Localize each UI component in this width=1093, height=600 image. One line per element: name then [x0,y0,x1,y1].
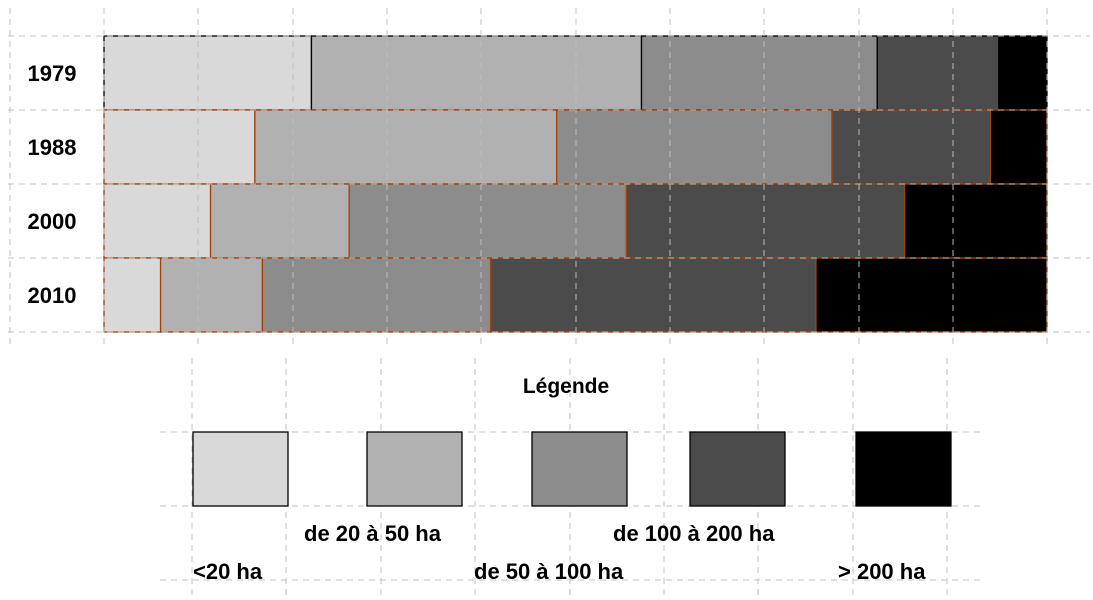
legend-swatch-1 [192,431,289,507]
bar-2010-seg-2 [159,257,264,333]
bar-1979-seg-4 [876,35,1000,111]
bar-2010-seg-5 [815,257,1048,333]
bar-2000-seg-1 [103,183,212,259]
year-label-2000: 2000 [28,209,77,234]
bar-2010-seg-4 [489,257,817,333]
bar-2000-seg-2 [209,183,350,259]
legend-label-3: de 50 à 100 ha [474,559,624,584]
legend-swatch-4 [689,431,786,507]
bar-1979-seg-2 [310,35,643,111]
bar-2010-seg-3 [261,257,492,333]
legend-title: Légende [523,375,609,398]
bar-1988-seg-4 [831,109,992,185]
legend-label-2: de 20 à 50 ha [304,521,442,546]
bar-1988-seg-2 [254,109,558,185]
bar-1979-seg-5 [998,35,1048,111]
legend-swatch-2 [366,431,463,507]
bar-1979-seg-3 [640,35,878,111]
legend-label-4: de 100 à 200 ha [613,521,775,546]
bar-2000-seg-5 [903,183,1048,259]
legend-swatch-5 [855,431,952,507]
bar-2000-seg-3 [348,183,628,259]
bar-1988-seg-5 [989,109,1048,185]
bar-1988-seg-1 [103,109,256,185]
year-labels: 1979 1988 2000 2010 [28,61,77,308]
legend-label-1: <20 ha [193,559,263,584]
bar-1979-seg-1 [103,35,313,111]
year-label-1988: 1988 [28,135,77,160]
legend-label-5: > 200 ha [838,559,926,584]
year-label-2010: 2010 [28,283,77,308]
bar-2010-seg-1 [103,257,162,333]
bar-1988-seg-3 [555,109,833,185]
grid-layer [8,8,1090,595]
legend-swatch-3 [531,431,628,507]
legend: Légende <20 ha de 20 à 50 ha de 50 à 100 h… [192,375,952,584]
bars-layer [103,35,1048,333]
year-label-1979: 1979 [28,61,77,86]
bar-2000-seg-4 [625,183,906,259]
